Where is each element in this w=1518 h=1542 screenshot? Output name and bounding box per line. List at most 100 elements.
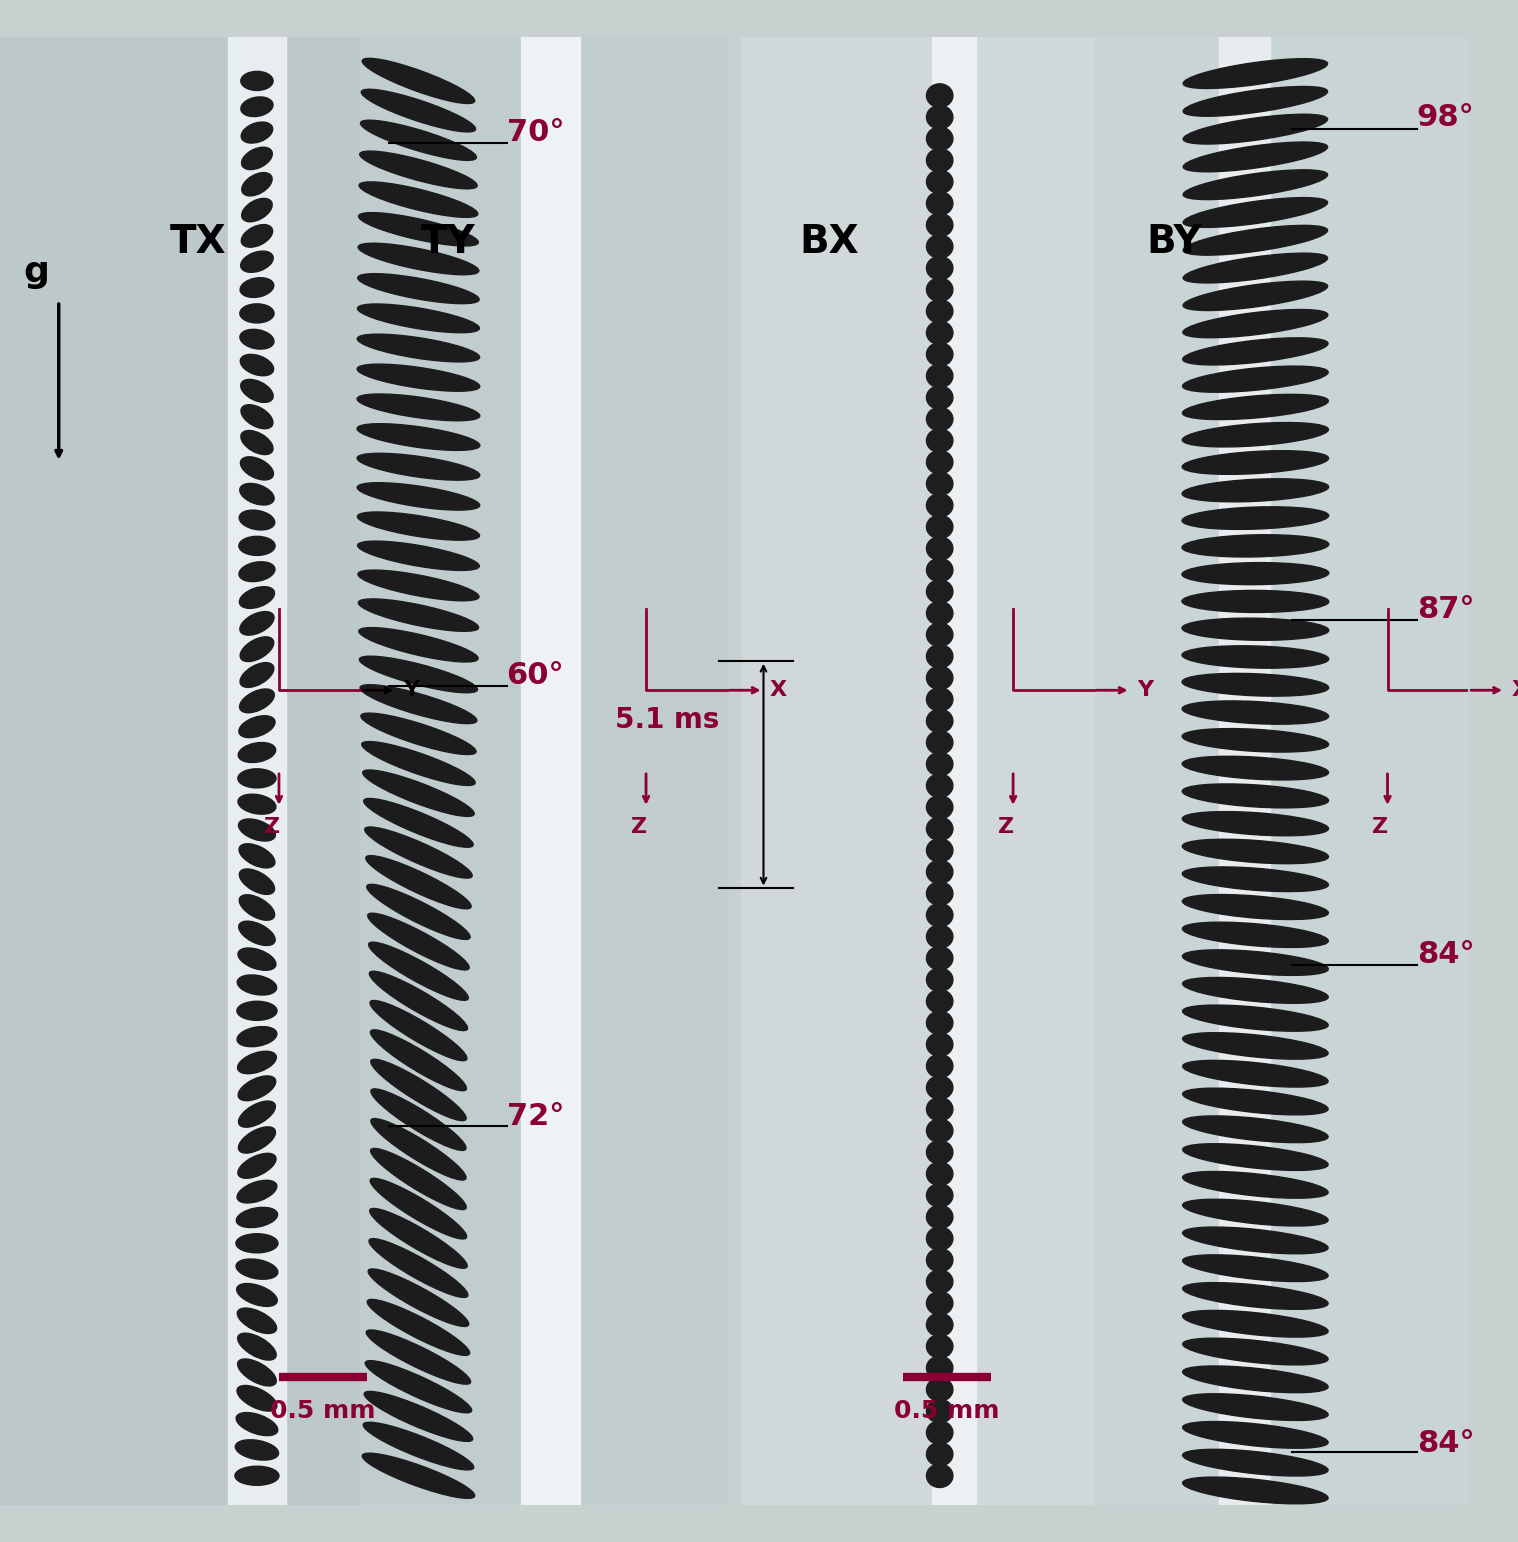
Ellipse shape xyxy=(358,541,480,571)
Ellipse shape xyxy=(926,1314,953,1337)
Ellipse shape xyxy=(363,769,474,816)
Ellipse shape xyxy=(926,407,953,430)
Ellipse shape xyxy=(926,1271,953,1294)
Ellipse shape xyxy=(1183,1394,1328,1420)
Ellipse shape xyxy=(357,395,480,421)
Ellipse shape xyxy=(237,1283,278,1306)
Ellipse shape xyxy=(1183,1449,1328,1476)
Ellipse shape xyxy=(1183,867,1328,891)
Ellipse shape xyxy=(370,1209,468,1268)
Ellipse shape xyxy=(370,1001,468,1061)
Ellipse shape xyxy=(1183,114,1328,143)
Ellipse shape xyxy=(1183,86,1328,116)
Ellipse shape xyxy=(238,948,276,970)
Ellipse shape xyxy=(926,1141,953,1164)
Ellipse shape xyxy=(926,709,953,732)
Ellipse shape xyxy=(240,510,275,530)
Ellipse shape xyxy=(240,586,275,609)
Ellipse shape xyxy=(238,1334,276,1360)
Ellipse shape xyxy=(1183,450,1328,475)
Ellipse shape xyxy=(1183,1283,1328,1309)
Ellipse shape xyxy=(1183,950,1328,976)
Text: 0.5 mm: 0.5 mm xyxy=(894,1400,1000,1423)
Ellipse shape xyxy=(926,1335,953,1359)
Ellipse shape xyxy=(241,97,273,117)
Text: Z: Z xyxy=(630,817,647,837)
Text: Y: Y xyxy=(404,680,419,700)
Ellipse shape xyxy=(237,975,276,995)
Ellipse shape xyxy=(926,234,953,259)
Ellipse shape xyxy=(1183,591,1328,612)
Ellipse shape xyxy=(1183,811,1328,836)
Ellipse shape xyxy=(1183,756,1328,780)
Ellipse shape xyxy=(926,515,953,538)
Bar xyxy=(360,37,727,1505)
Ellipse shape xyxy=(926,191,953,216)
Ellipse shape xyxy=(241,71,273,91)
Ellipse shape xyxy=(926,1206,953,1229)
Ellipse shape xyxy=(240,304,275,322)
Ellipse shape xyxy=(1183,281,1328,310)
Ellipse shape xyxy=(360,657,478,692)
Ellipse shape xyxy=(926,947,953,970)
Ellipse shape xyxy=(370,1059,466,1121)
Ellipse shape xyxy=(237,1308,276,1334)
Ellipse shape xyxy=(1183,225,1328,254)
Ellipse shape xyxy=(238,794,276,814)
Text: 60°: 60° xyxy=(507,662,565,691)
Ellipse shape xyxy=(926,904,953,927)
Ellipse shape xyxy=(370,1030,466,1090)
Ellipse shape xyxy=(926,666,953,689)
Text: g: g xyxy=(24,254,50,288)
Ellipse shape xyxy=(926,774,953,797)
Ellipse shape xyxy=(1183,1200,1328,1226)
Text: 5.1 ms: 5.1 ms xyxy=(615,706,720,734)
Bar xyxy=(521,37,580,1505)
Ellipse shape xyxy=(1183,59,1328,88)
Ellipse shape xyxy=(926,1055,953,1078)
Ellipse shape xyxy=(240,330,273,348)
Ellipse shape xyxy=(240,456,273,480)
Ellipse shape xyxy=(1183,170,1328,199)
Ellipse shape xyxy=(361,712,477,754)
Ellipse shape xyxy=(241,122,273,143)
Text: TY: TY xyxy=(420,224,475,262)
Ellipse shape xyxy=(357,512,480,540)
Ellipse shape xyxy=(238,1359,276,1386)
Ellipse shape xyxy=(1183,1338,1328,1365)
Ellipse shape xyxy=(237,1258,278,1280)
Ellipse shape xyxy=(360,120,477,160)
Ellipse shape xyxy=(240,689,275,712)
Ellipse shape xyxy=(237,1412,278,1436)
Ellipse shape xyxy=(235,1440,279,1460)
Ellipse shape xyxy=(926,882,953,905)
Text: 98°: 98° xyxy=(1416,103,1474,133)
Ellipse shape xyxy=(926,1163,953,1186)
Ellipse shape xyxy=(240,894,275,921)
Ellipse shape xyxy=(357,364,480,392)
Ellipse shape xyxy=(926,493,953,517)
Ellipse shape xyxy=(235,1234,278,1252)
Text: Y: Y xyxy=(1137,680,1154,700)
Ellipse shape xyxy=(370,1178,466,1238)
Ellipse shape xyxy=(241,430,273,455)
Ellipse shape xyxy=(358,571,480,601)
Bar xyxy=(1219,37,1271,1505)
Ellipse shape xyxy=(238,561,275,581)
Ellipse shape xyxy=(364,827,472,877)
Text: 72°: 72° xyxy=(507,1101,563,1130)
Ellipse shape xyxy=(926,321,953,344)
Ellipse shape xyxy=(926,105,953,130)
Ellipse shape xyxy=(240,484,275,504)
Ellipse shape xyxy=(364,1391,472,1442)
Ellipse shape xyxy=(926,537,953,560)
Ellipse shape xyxy=(238,1153,276,1178)
Ellipse shape xyxy=(237,1180,276,1203)
Ellipse shape xyxy=(926,1463,953,1488)
Text: BX: BX xyxy=(800,224,859,262)
Ellipse shape xyxy=(366,1329,471,1385)
Ellipse shape xyxy=(240,637,273,662)
Ellipse shape xyxy=(370,1118,466,1180)
Ellipse shape xyxy=(361,89,475,133)
Text: X: X xyxy=(1510,680,1518,700)
